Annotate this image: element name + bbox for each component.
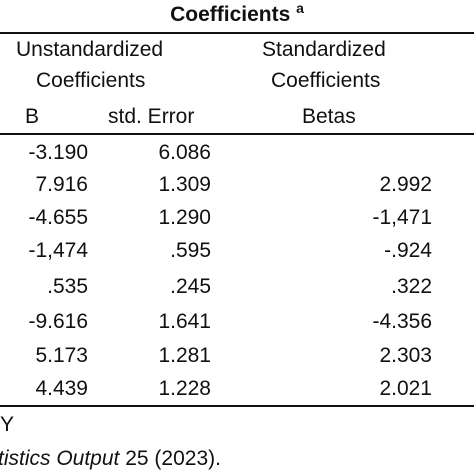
cell-std-error: 1.281 [158, 344, 211, 367]
table-title: Coefficients a [0, 0, 474, 28]
cell-b: -1,474 [28, 239, 88, 262]
cell-std-error: 1.290 [158, 206, 211, 229]
header-standardized-line2: Coefficients [271, 69, 381, 92]
header-col-b: B [25, 105, 40, 128]
cell-b: -4.655 [28, 206, 88, 229]
cell-b: 5.173 [35, 344, 88, 367]
cell-b: 4.439 [35, 377, 88, 400]
cell-b: 7.916 [35, 173, 88, 196]
cell-betas: .322 [391, 275, 432, 298]
cell-std-error: 1.641 [158, 310, 211, 333]
cell-std-error: 1.228 [158, 377, 211, 400]
header-unstandardized-line1: Unstandardized [16, 38, 164, 61]
header-bottom-rule [0, 133, 474, 135]
cell-betas: 2.992 [379, 173, 432, 196]
cell-b: -3.190 [28, 141, 88, 164]
cell-betas: 2.021 [379, 377, 432, 400]
table-bottom-rule [0, 405, 474, 407]
cell-b: -9.616 [28, 310, 88, 333]
cell-betas: 2.303 [379, 344, 432, 367]
source-note: tistics Output 25 (2023). [0, 446, 221, 472]
cell-betas: -1,471 [372, 206, 432, 229]
header-top-rule [0, 32, 474, 34]
source-note-rest: 25 (2023). [119, 447, 221, 470]
footnote-dependent-variable: Y [0, 413, 15, 436]
header-col-std-error: std. Error [108, 105, 195, 128]
cell-betas: -4.356 [372, 310, 432, 333]
cell-std-error: 1.309 [158, 173, 211, 196]
title-footnote-marker: a [296, 0, 304, 16]
cell-betas: -.924 [384, 239, 432, 262]
header-col-betas: Betas [302, 105, 356, 128]
table-title-text: Coefficients [170, 3, 291, 26]
cell-std-error: .595 [170, 239, 211, 262]
cell-std-error: .245 [170, 275, 211, 298]
header-standardized-line1: Standardized [262, 38, 386, 61]
source-note-italic: tistics Output [0, 447, 120, 470]
header-unstandardized-line2: Coefficients [36, 69, 146, 92]
cell-std-error: 6.086 [158, 141, 211, 164]
cell-b: .535 [47, 275, 88, 298]
